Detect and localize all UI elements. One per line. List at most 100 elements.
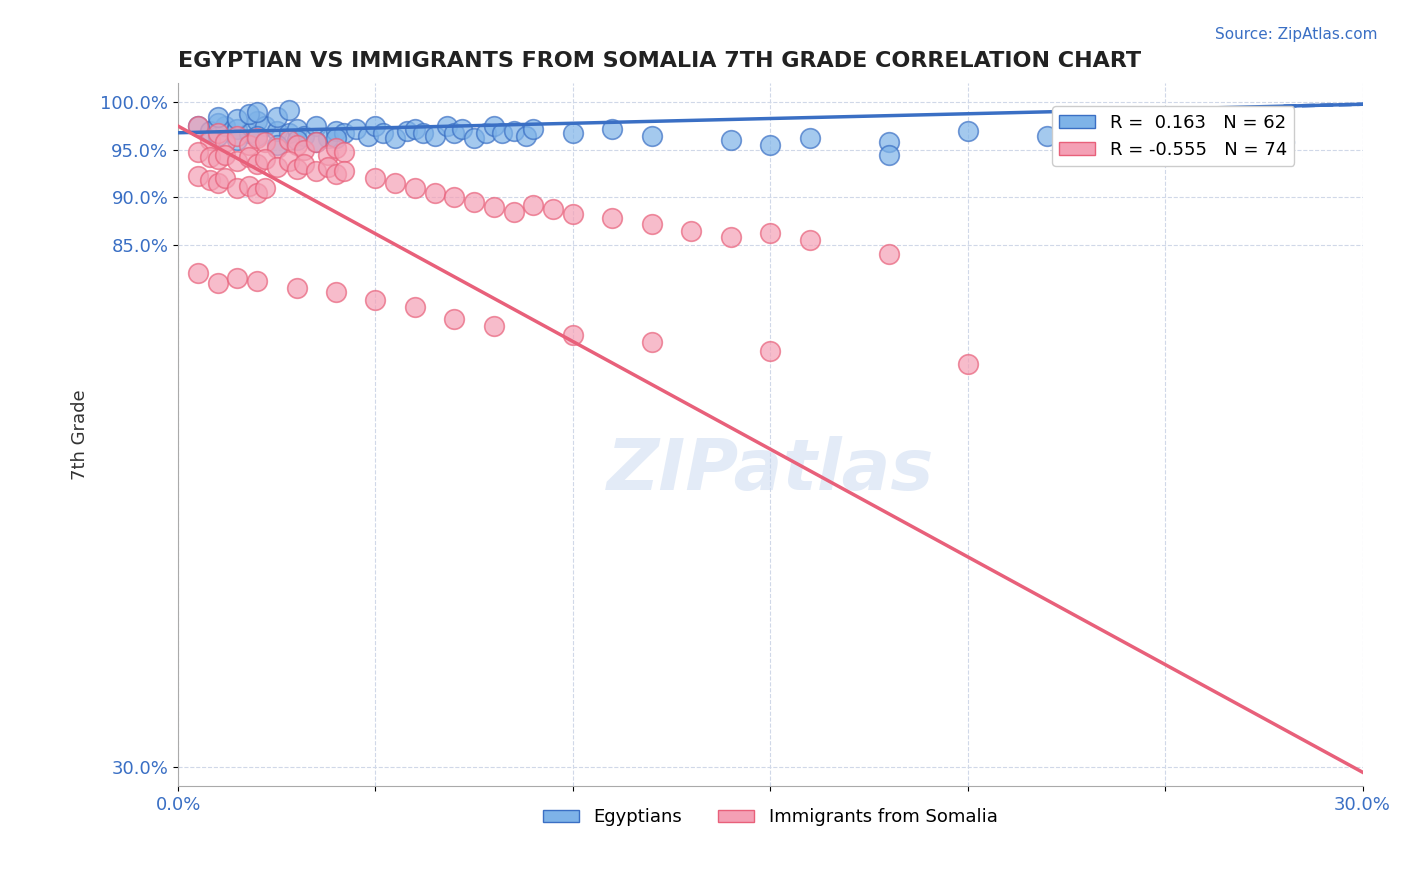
Point: [759, 227, 782, 241]
Point: [404, 300, 426, 314]
Point: [316, 147, 339, 161]
Point: [877, 147, 900, 161]
Point: [214, 171, 236, 186]
Point: [541, 202, 564, 216]
Point: [266, 124, 288, 138]
Point: [1272, 135, 1295, 149]
Point: [226, 112, 249, 127]
Point: [266, 138, 288, 153]
Point: [316, 160, 339, 174]
Point: [253, 119, 276, 133]
Point: [344, 122, 367, 136]
Point: [207, 116, 229, 130]
Point: [238, 126, 260, 140]
Point: [325, 167, 347, 181]
Point: [294, 143, 316, 157]
Point: [187, 145, 209, 159]
Point: [246, 157, 269, 171]
Point: [463, 195, 485, 210]
Point: [720, 133, 742, 147]
Point: [325, 141, 347, 155]
Point: [522, 122, 544, 136]
Point: [226, 181, 249, 195]
Point: [226, 122, 249, 136]
Point: [641, 128, 664, 143]
Point: [333, 163, 356, 178]
Point: [956, 357, 979, 371]
Point: [451, 122, 474, 136]
Point: [253, 135, 276, 149]
Point: [226, 128, 249, 143]
Point: [305, 135, 328, 149]
Point: [207, 176, 229, 190]
Point: [364, 293, 387, 307]
Text: EGYPTIAN VS IMMIGRANTS FROM SOMALIA 7TH GRADE CORRELATION CHART: EGYPTIAN VS IMMIGRANTS FROM SOMALIA 7TH …: [179, 51, 1142, 70]
Point: [285, 122, 308, 136]
Point: [482, 318, 505, 333]
Point: [187, 119, 209, 133]
Point: [187, 119, 209, 133]
Point: [198, 151, 221, 165]
Point: [333, 145, 356, 159]
Point: [522, 198, 544, 212]
Point: [316, 131, 339, 145]
Point: [602, 122, 624, 136]
Point: [294, 157, 316, 171]
Point: [187, 266, 209, 280]
Point: [384, 176, 406, 190]
Point: [502, 124, 524, 138]
Point: [187, 169, 209, 184]
Point: [561, 328, 583, 343]
Point: [1154, 133, 1177, 147]
Text: ZIPatlas: ZIPatlas: [606, 435, 934, 505]
Point: [443, 190, 465, 204]
Point: [226, 271, 249, 285]
Point: [364, 171, 387, 186]
Point: [238, 138, 260, 153]
Point: [238, 178, 260, 193]
Point: [253, 153, 276, 167]
Point: [246, 104, 269, 119]
Point: [759, 138, 782, 153]
Point: [207, 128, 229, 143]
Legend: Egyptians, Immigrants from Somalia: Egyptians, Immigrants from Somalia: [536, 801, 1005, 834]
Point: [325, 124, 347, 138]
Point: [561, 207, 583, 221]
Point: [226, 154, 249, 169]
Point: [333, 126, 356, 140]
Point: [325, 285, 347, 300]
Point: [198, 124, 221, 138]
Point: [277, 133, 299, 147]
Point: [277, 126, 299, 140]
Point: [799, 233, 821, 247]
Y-axis label: 7th Grade: 7th Grade: [72, 390, 89, 480]
Point: [253, 181, 276, 195]
Point: [423, 186, 446, 200]
Point: [285, 280, 308, 294]
Point: [373, 126, 395, 140]
Point: [238, 151, 260, 165]
Point: [482, 200, 505, 214]
Point: [207, 110, 229, 124]
Point: [214, 119, 236, 133]
Point: [285, 133, 308, 147]
Point: [491, 126, 513, 140]
Point: [384, 131, 406, 145]
Point: [364, 119, 387, 133]
Point: [799, 131, 821, 145]
Point: [226, 133, 249, 147]
Point: [305, 135, 328, 149]
Point: [246, 274, 269, 288]
Point: [214, 135, 236, 149]
Point: [412, 126, 434, 140]
Point: [475, 126, 498, 140]
Point: [443, 312, 465, 326]
Point: [207, 276, 229, 290]
Point: [238, 107, 260, 121]
Point: [404, 122, 426, 136]
Point: [482, 119, 505, 133]
Point: [246, 131, 269, 145]
Point: [956, 124, 979, 138]
Point: [759, 344, 782, 359]
Point: [502, 204, 524, 219]
